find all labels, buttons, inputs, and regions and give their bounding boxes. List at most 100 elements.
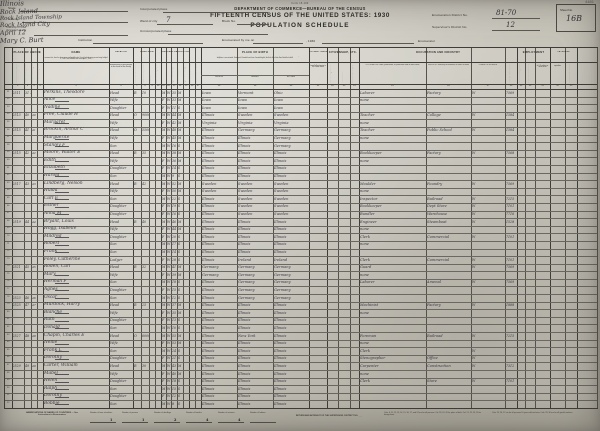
cell-name[interactable]: Harold xyxy=(44,173,60,179)
cell-birthplace-father[interactable]: Sweden xyxy=(238,204,253,209)
cell-age[interactable]: 48 xyxy=(172,128,177,133)
cell-occupation[interactable]: Clerk xyxy=(360,257,370,262)
cell-sex[interactable]: M xyxy=(162,280,166,285)
cell-sex[interactable]: F xyxy=(162,272,165,277)
cell-occupation[interactable]: Foreman xyxy=(360,333,377,338)
cell-home-tenure[interactable]: R xyxy=(134,303,137,308)
cell-relation[interactable]: Son xyxy=(110,250,117,254)
cell-sex[interactable]: M xyxy=(162,143,166,148)
cell-age[interactable]: 16 xyxy=(172,143,177,148)
cell-birthplace-person[interactable]: Illinois xyxy=(202,287,215,292)
cell-code[interactable]: 7569 xyxy=(506,265,515,270)
cell-birthplace-person[interactable]: Illinois xyxy=(202,280,215,285)
cell-birthplace-mother[interactable]: Illinois xyxy=(274,151,287,156)
cell-age[interactable]: 35 xyxy=(172,90,177,95)
cell-birthplace-mother[interactable]: Germany xyxy=(274,128,291,133)
cell-age[interactable]: 50 xyxy=(172,189,177,194)
cell-birthplace-person[interactable]: Iowa xyxy=(202,90,211,95)
cell-street[interactable]: 2527 xyxy=(12,333,21,338)
cell-name[interactable]: Carl E xyxy=(44,195,59,201)
cell-occupation[interactable]: Bookkeeper xyxy=(360,151,382,156)
cell-sex[interactable]: M xyxy=(162,348,166,353)
cell-birthplace-person[interactable]: Illinois xyxy=(202,166,215,171)
cell-sex[interactable]: M xyxy=(162,250,166,254)
cell-class-of-worker[interactable]: W xyxy=(472,363,476,368)
cell-sex[interactable]: F xyxy=(162,341,165,346)
cell-sex[interactable]: M xyxy=(162,401,166,406)
cell-street[interactable]: 2515 xyxy=(12,151,21,156)
cell-race[interactable]: W xyxy=(167,325,171,330)
cell-name[interactable]: Ruth xyxy=(44,317,55,323)
cell-birthplace-father[interactable]: Germany xyxy=(238,295,255,300)
cell-birthplace-person[interactable]: Illinois xyxy=(202,394,215,399)
cell-birthplace-father[interactable]: Illinois xyxy=(238,250,251,254)
cell-house-number[interactable]: 42 xyxy=(25,151,30,156)
cell-industry[interactable]: Store xyxy=(427,379,437,384)
cell-marital-status[interactable]: S xyxy=(178,401,181,406)
cell-relation[interactable]: Head xyxy=(110,151,120,156)
cell-race[interactable]: W xyxy=(167,196,171,201)
cell-marital-status[interactable]: S xyxy=(178,280,181,285)
cell-house-number[interactable]: 40 xyxy=(25,113,30,118)
cell-class-of-worker[interactable]: W xyxy=(472,356,476,361)
cell-occupation[interactable]: Machinist xyxy=(360,303,379,308)
cell-occupation[interactable]: Bundler xyxy=(360,212,375,217)
cell-birthplace-mother[interactable]: Germany xyxy=(274,280,291,285)
footer-box-value-2[interactable]: 2 xyxy=(174,418,177,422)
cell-marital-status[interactable]: S xyxy=(178,234,181,239)
cell-marital-status[interactable]: M xyxy=(178,128,182,133)
cell-sex[interactable]: F xyxy=(162,356,165,361)
cell-race[interactable]: W xyxy=(167,379,171,384)
cell-relation[interactable]: Head xyxy=(110,181,120,186)
cell-marital-status[interactable]: S xyxy=(178,250,181,254)
cell-birthplace-person[interactable]: Sweden xyxy=(202,189,217,194)
cell-birthplace-person[interactable]: Illinois xyxy=(202,333,215,338)
cell-name[interactable]: Murdock, Harry xyxy=(44,302,80,308)
cell-name[interactable]: Robert xyxy=(44,241,60,247)
cell-relation[interactable]: Wife xyxy=(110,158,118,163)
cell-name[interactable]: Frank xyxy=(44,249,58,254)
cell-birthplace-father[interactable]: Sweden xyxy=(238,113,253,118)
cell-name[interactable]: Nellie xyxy=(44,340,58,346)
cell-birthplace-person[interactable]: Virginia xyxy=(202,120,217,125)
cell-occupation[interactable]: Moulder xyxy=(360,181,376,186)
cell-marital-status[interactable]: S xyxy=(178,212,181,217)
cell-race[interactable]: W xyxy=(167,401,171,406)
cell-name[interactable]: Bryant, Louis xyxy=(44,218,74,224)
cell-sex[interactable]: F xyxy=(162,287,165,292)
cell-marital-status[interactable]: M xyxy=(178,341,182,346)
cell-birthplace-mother[interactable]: Illinois xyxy=(274,341,287,346)
cell-relation[interactable]: Son xyxy=(110,295,117,300)
cell-birthplace-father[interactable]: Ireland xyxy=(238,257,252,262)
cell-sex[interactable]: M xyxy=(162,181,166,186)
cell-race[interactable]: W xyxy=(167,310,171,315)
cell-relation[interactable]: Daughter xyxy=(110,394,127,399)
cell-name[interactable]: Agnes xyxy=(44,286,58,292)
cell-birthplace-father[interactable]: Illinois xyxy=(238,341,251,346)
cell-birthplace-person[interactable]: Illinois xyxy=(202,348,215,353)
cell-code[interactable]: 7101 xyxy=(506,379,515,384)
cell-age[interactable]: 43 xyxy=(172,363,177,368)
cell-name[interactable]: Helen xyxy=(44,378,58,384)
cell-marital-status[interactable]: M xyxy=(178,272,182,277)
cell-age[interactable]: 35 xyxy=(172,310,177,315)
cell-age[interactable]: 19 xyxy=(172,204,177,209)
cell-relation[interactable]: Wife xyxy=(110,227,118,232)
cell-birthplace-person[interactable]: Illinois xyxy=(202,401,215,406)
cell-sex[interactable]: F xyxy=(162,189,165,194)
cell-sex[interactable]: M xyxy=(162,242,166,247)
cell-relation[interactable]: Daughter xyxy=(110,166,127,171)
cell-sex[interactable]: F xyxy=(162,212,165,217)
cell-sex[interactable]: F xyxy=(162,394,165,399)
cell-birthplace-father[interactable]: Illinois xyxy=(238,143,251,148)
cell-occupation[interactable]: Laborer xyxy=(360,280,375,285)
cell-birthplace-person[interactable]: Illinois xyxy=(202,325,215,330)
cell-relation[interactable]: Head xyxy=(110,303,120,308)
cell-code[interactable]: 7716 xyxy=(506,212,515,217)
cell-relation[interactable]: Son xyxy=(110,348,117,353)
cell-home-tenure[interactable]: O xyxy=(134,113,137,118)
cell-occupation[interactable]: none xyxy=(360,341,369,346)
cell-sex[interactable]: M xyxy=(162,90,166,95)
cell-home-tenure[interactable]: R xyxy=(134,151,137,156)
cell-birthplace-person[interactable]: Illinois xyxy=(202,227,215,232)
